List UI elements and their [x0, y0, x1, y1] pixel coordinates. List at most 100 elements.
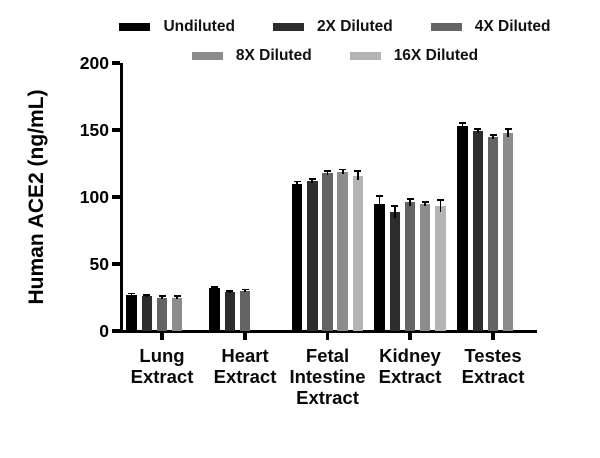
error-bar-cap [436, 199, 444, 202]
legend-label: 8X Diluted [235, 47, 312, 64]
legend-swatch [349, 52, 381, 60]
legend-item: 4X Diluted [430, 18, 551, 36]
bar [472, 131, 484, 331]
legend-item: 16X Diluted [349, 47, 479, 65]
y-axis-line [119, 63, 123, 333]
error-bar-cap [211, 285, 219, 288]
x-category-label: Heart Extract [213, 345, 277, 387]
bar [307, 180, 318, 331]
error-bar-stem [409, 199, 411, 206]
error-bar-cap [339, 168, 347, 171]
y-tick [111, 128, 120, 132]
error-bar-cap [421, 200, 429, 203]
legend-swatch [191, 52, 223, 60]
bar [322, 172, 333, 331]
error-bar-cap [354, 169, 362, 172]
bar [156, 297, 168, 331]
legend-row: Undiluted 2X Diluted 4X Diluted [100, 16, 570, 38]
error-bar-stem [341, 169, 344, 174]
y-tick-label: 200 [79, 53, 109, 73]
error-bar-cap [226, 289, 234, 292]
bar [141, 296, 153, 331]
error-bar-cap [489, 133, 497, 136]
error-bar-cap [241, 288, 249, 291]
error-bar-stem [296, 181, 298, 186]
error-bar-cap [504, 127, 512, 130]
error-bar-stem [244, 289, 246, 293]
legend-item: 8X Diluted [191, 47, 312, 65]
bar [389, 211, 401, 331]
error-bar-stem [357, 170, 359, 181]
legend-label: 4X Diluted [474, 18, 551, 35]
x-category-label: Testes Extract [461, 345, 525, 387]
legend-row: 8X Diluted 16X Diluted [100, 45, 570, 67]
error-bar-cap [173, 295, 181, 298]
y-tick-label: 50 [89, 254, 109, 274]
x-tick [325, 331, 330, 340]
error-bar-cap [293, 180, 301, 183]
error-bar-cap [308, 178, 316, 180]
bar [337, 171, 348, 331]
error-bar-stem [424, 201, 427, 206]
error-bar-stem [311, 178, 314, 183]
error-bar-stem [461, 122, 464, 130]
error-bar-stem [507, 128, 510, 137]
x-category-label: Kidney Extract [378, 345, 442, 387]
error-bar-cap [158, 295, 166, 298]
x-tick [408, 331, 412, 340]
y-tick-label: 100 [79, 187, 109, 207]
legend-swatch [430, 23, 462, 31]
error-bar-cap [143, 293, 151, 296]
bar [457, 125, 468, 331]
x-tick [243, 331, 247, 340]
y-tick [111, 61, 120, 65]
error-bar-cap [474, 128, 482, 131]
legend: Undiluted 2X Diluted 4X Diluted 8X Diluted 1… [100, 16, 570, 67]
bar [487, 136, 499, 331]
x-category-label: Lung Extract [130, 345, 194, 387]
error-bar-stem [326, 170, 329, 175]
error-bar-stem [228, 290, 231, 294]
error-bar-cap [459, 121, 467, 124]
bar [239, 290, 251, 331]
error-bar-stem [492, 134, 494, 139]
error-bar-stem [145, 294, 148, 298]
error-bar-stem [130, 293, 133, 297]
bar [352, 175, 364, 331]
legend-swatch [119, 23, 151, 31]
legend-label: 2X Diluted [316, 18, 393, 35]
error-bar-cap [391, 204, 399, 207]
legend-swatch [272, 23, 304, 31]
bar [224, 292, 236, 331]
bar [435, 206, 446, 331]
error-bar-cap [128, 292, 136, 295]
legend-label: 16X Diluted [393, 47, 479, 64]
error-bar-stem [213, 286, 216, 290]
bar [374, 203, 385, 331]
bar [171, 297, 183, 331]
x-tick [491, 331, 495, 340]
bar [209, 288, 220, 331]
y-axis-title: Human ACE2 (ng/mL) [25, 89, 48, 305]
error-bar-stem [378, 196, 381, 212]
error-bar-cap [406, 198, 414, 200]
error-bar-stem [161, 296, 163, 299]
y-tick [111, 262, 120, 266]
error-bar-stem [476, 129, 479, 134]
y-tick [111, 329, 120, 333]
bar [404, 202, 416, 331]
legend-item: 2X Diluted [272, 18, 393, 36]
bar [126, 294, 137, 331]
bar [291, 183, 303, 331]
x-tick [160, 331, 164, 340]
legend-item: Undiluted [119, 18, 235, 36]
error-bar-stem [176, 296, 179, 299]
error-bar-stem [439, 200, 442, 213]
error-bar-stem [393, 205, 396, 218]
error-bar-cap [376, 195, 384, 198]
y-tick-label: 150 [79, 120, 109, 140]
bar [502, 132, 514, 331]
y-tick [111, 195, 120, 199]
legend-label: Undiluted [163, 18, 235, 35]
